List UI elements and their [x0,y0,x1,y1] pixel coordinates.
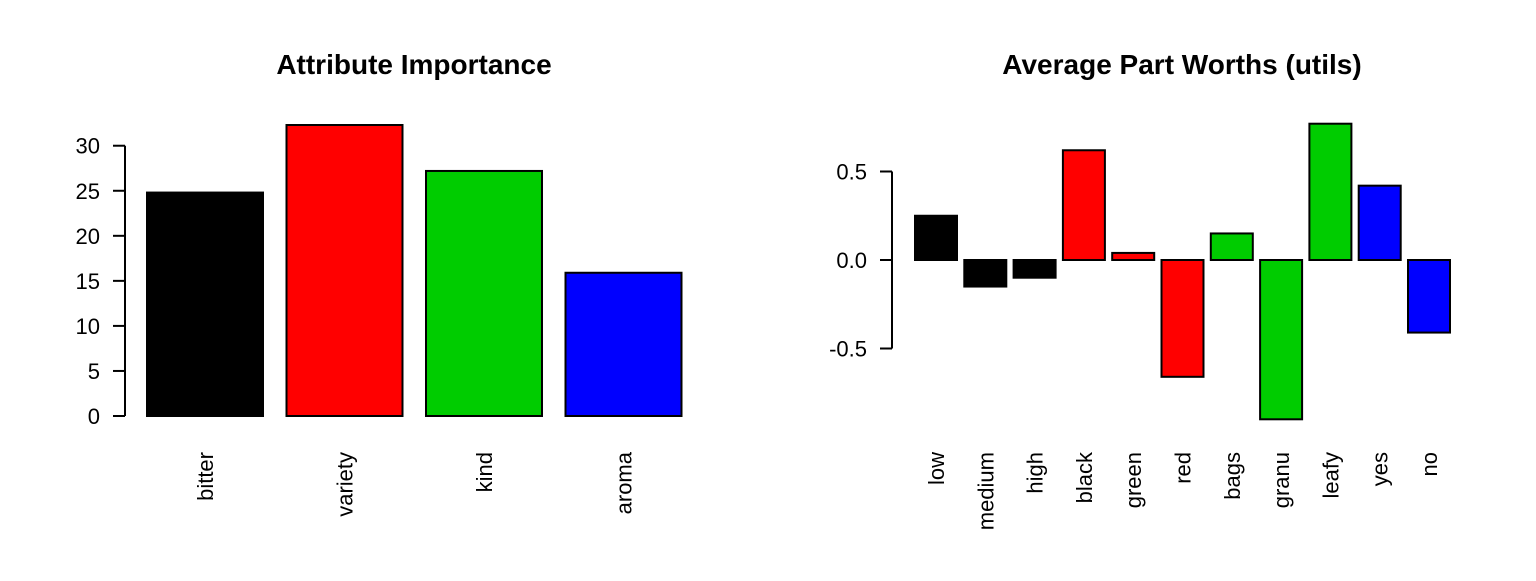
bar-yes [1357,184,1402,261]
chart-title: Attribute Importance [276,49,551,80]
y-tick-label: 30 [76,134,100,159]
category-label-low: low [924,452,949,485]
y-tick-label: 25 [76,179,100,204]
bar-black [1061,149,1106,261]
bar-granu [1259,259,1304,421]
y-tick-label: 0.5 [836,160,867,185]
chart-title: Average Part Worths (utils) [1002,49,1361,80]
y-tick-label: 15 [76,269,100,294]
category-label-bags: bags [1220,452,1245,500]
average-part-worths-chart: Average Part Worths (utils) -0.5 0.0 0.5 lo… [829,49,1451,530]
category-label-black: black [1072,451,1097,503]
category-label-aroma: aroma [612,451,637,514]
bar-medium [963,259,1008,288]
category-label-high: high [1023,452,1048,494]
category-label-medium: medium [973,452,998,530]
y-tick-label: 20 [76,224,100,249]
bar-bitter [146,191,264,417]
bar-green [1111,251,1156,261]
bar-red [1160,259,1205,378]
category-label-granu: granu [1269,452,1294,508]
bar-no [1407,259,1451,334]
bar-leafy [1308,122,1353,261]
category-label-kind: kind [472,452,497,492]
bar-aroma [564,271,683,417]
category-label-leafy: leafy [1318,452,1343,498]
y-tick-label: 0 [88,404,100,429]
category-label-bitter: bitter [193,452,218,501]
category-label-red: red [1171,452,1196,484]
bar-kind [425,169,543,417]
y-tick-label: 10 [76,314,100,339]
y-tick-label: 0.0 [836,248,867,273]
y-tick-label: 5 [88,359,100,384]
category-label-yes: yes [1368,452,1393,486]
attribute-importance-chart: Attribute Importance 0 5 10 15 20 25 30 bitter v… [76,49,683,517]
bar-variety [285,124,404,417]
category-label-green: green [1121,452,1146,508]
bar-bags [1209,232,1254,261]
bar-low [914,214,958,261]
bar-high [1012,259,1057,279]
category-label-no: no [1417,452,1442,476]
category-label-variety: variety [333,452,358,517]
y-tick-label: -0.5 [829,337,867,362]
